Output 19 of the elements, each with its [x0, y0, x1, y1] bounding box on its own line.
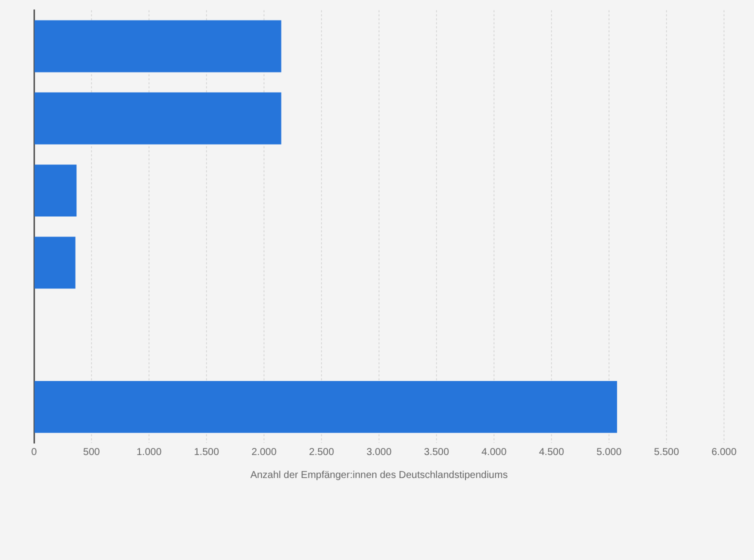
- x-tick-label: 4.500: [538, 446, 564, 458]
- x-tick-label: 3.500: [424, 446, 450, 458]
- x-tick-label: 6.000: [711, 446, 737, 458]
- x-axis-title: Anzahl der Empfänger:innen des Deutschlandstipendiums: [250, 470, 508, 481]
- x-tick-label: 1.500: [194, 446, 220, 458]
- x-tick-label: 500: [83, 446, 100, 458]
- x-tick-label: 5.500: [654, 446, 680, 458]
- bar: [34, 380, 618, 433]
- bar: [34, 236, 76, 289]
- x-tick-label: 1.000: [136, 446, 162, 458]
- x-tick-label: 3.000: [366, 446, 392, 458]
- x-tick-label: 0: [31, 446, 38, 458]
- x-tick-label: 2.000: [251, 446, 277, 458]
- bar: [34, 164, 77, 216]
- x-tick-label: 5.000: [596, 446, 622, 458]
- x-tick-label: 4.000: [481, 446, 507, 458]
- bar: [34, 92, 282, 144]
- x-tick-label: 2.500: [308, 446, 334, 458]
- bar: [34, 20, 282, 72]
